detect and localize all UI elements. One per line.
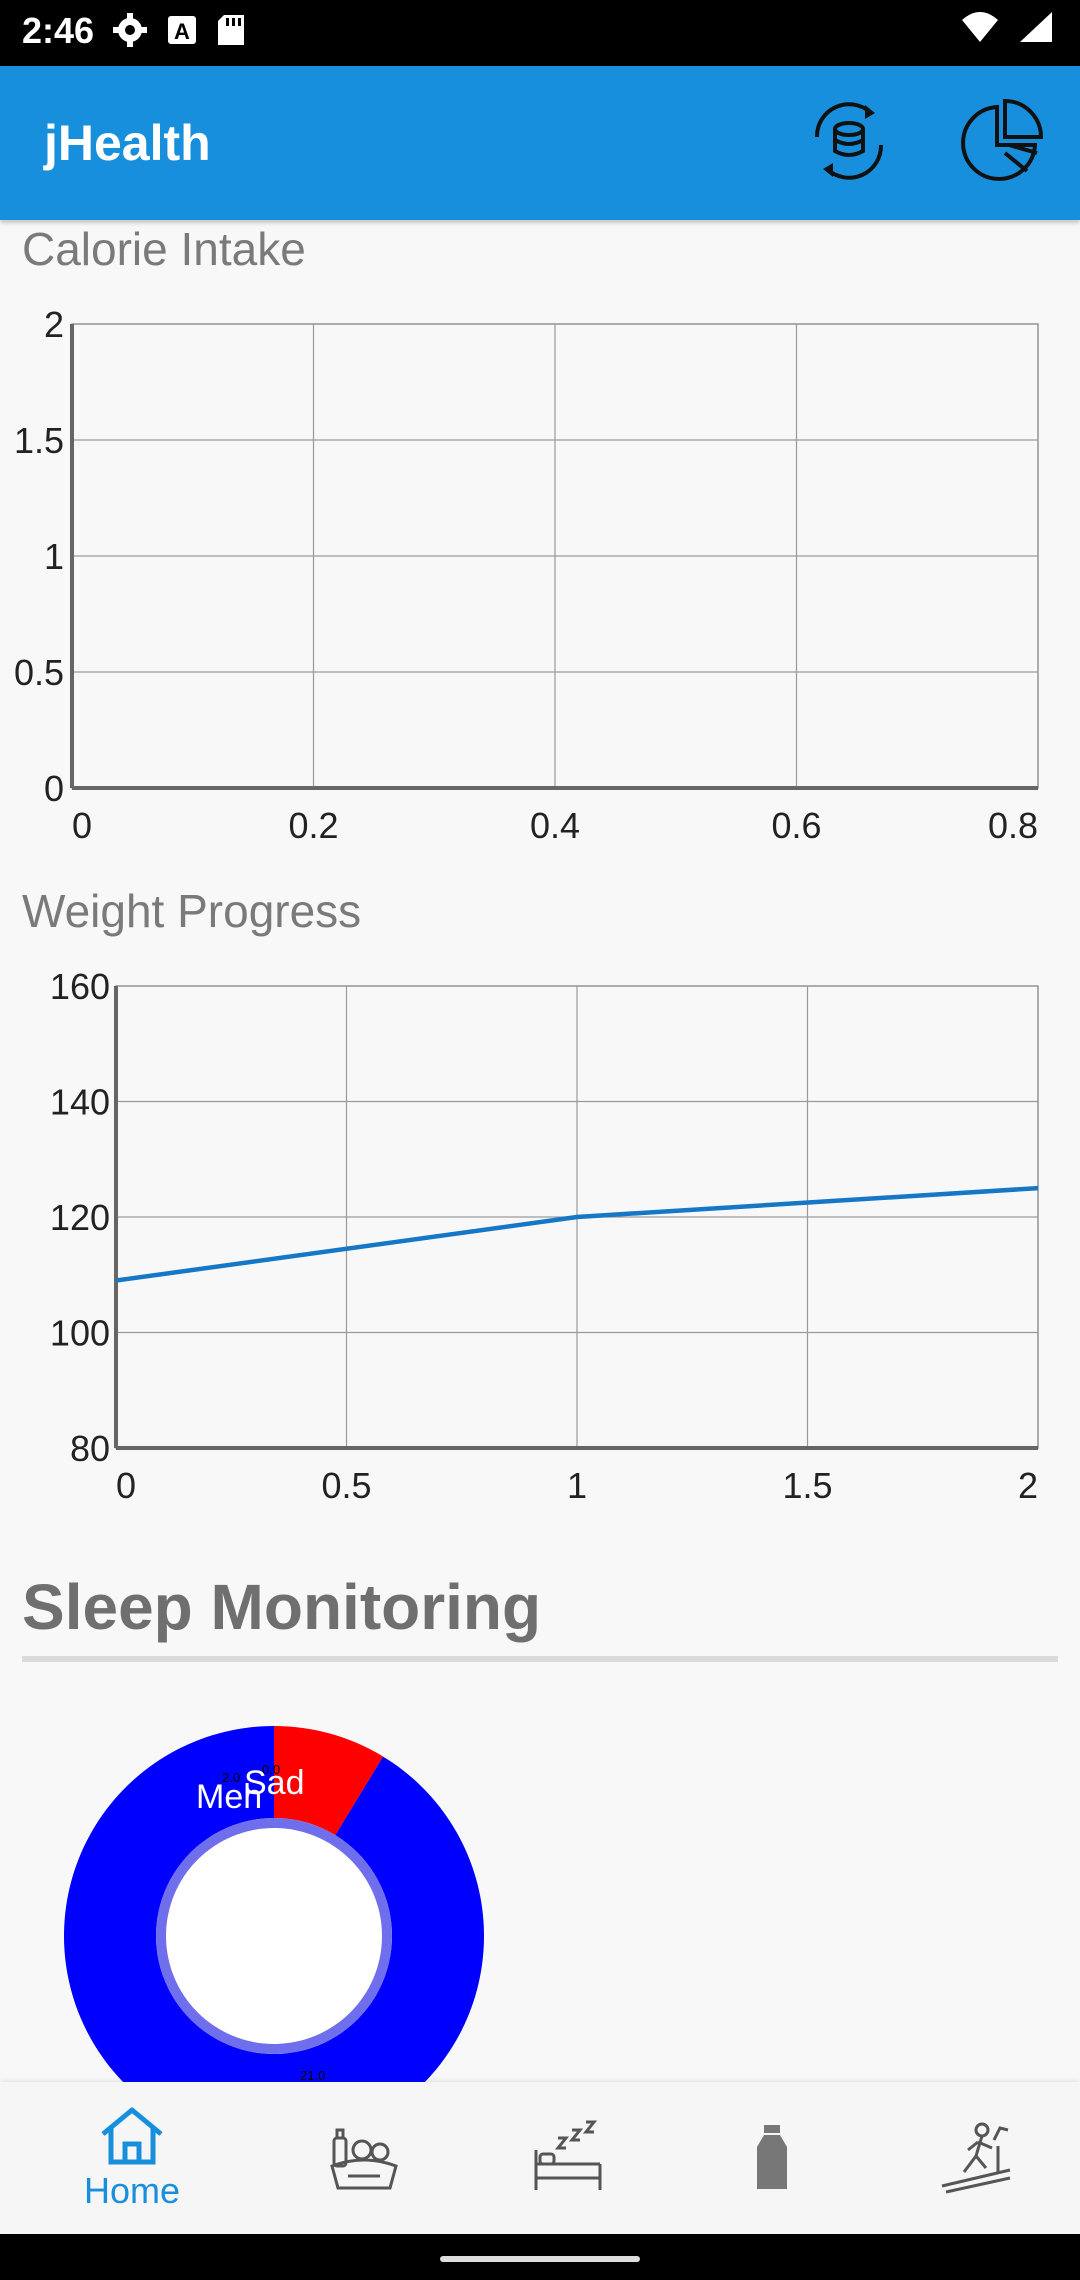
y-tick-label: 120 (50, 1197, 110, 1238)
donut-hole (166, 1828, 382, 2044)
settings-icon (113, 13, 147, 47)
pie-slice (64, 1726, 484, 2082)
x-tick-label: 1 (567, 1465, 587, 1500)
y-tick-label: 100 (50, 1313, 110, 1354)
series-line (115, 1185, 1039, 1283)
signal-icon (1020, 12, 1052, 42)
database-sync-icon (814, 102, 884, 180)
x-tick-label: 0.2 (288, 805, 338, 846)
nav-home[interactable]: Home (32, 2082, 232, 2234)
sleep-monitoring-title: Sleep Monitoring (22, 1571, 542, 1643)
slice-value-label: 0.0 (262, 1762, 280, 1777)
x-tick-label: 0 (116, 1465, 136, 1500)
calorie-intake-chart: 0 0.2 0.4 0.6 0.8 0 0.5 1 1.5 2 (14, 304, 1039, 846)
home-gesture-handle[interactable] (440, 2256, 640, 2262)
x-tick-label: 0.6 (771, 805, 821, 846)
status-time: 2:46 (22, 10, 95, 51)
status-bar: 2:46 A (0, 0, 1080, 66)
x-tick-label: 0 (72, 805, 92, 846)
wifi-icon (962, 12, 998, 42)
slice-label: Sad (244, 1764, 305, 1802)
x-tick-label: 0.4 (530, 805, 580, 846)
system-navigation-bar (0, 2234, 1080, 2280)
nav-water[interactable] (672, 2082, 872, 2234)
pie-slice (274, 1726, 384, 1836)
pie-chart-icon (961, 98, 1044, 181)
weight-progress-chart: 0 0.5 1 1.5 2 80 100 120 140 160 (50, 966, 1039, 1500)
y-tick-label: 2 (44, 304, 64, 345)
slice-value-label: 2.0 (222, 1770, 240, 1785)
y-tick-label: 140 (50, 1082, 110, 1123)
nav-exercise[interactable] (876, 2082, 1076, 2234)
nav-sleep[interactable] (468, 2082, 668, 2234)
app-title: jHealth (44, 115, 211, 171)
sleep-divider (22, 1656, 1058, 1662)
slice-value-label: 21.0 (300, 2068, 325, 2082)
sleep-icon (534, 2120, 602, 2190)
sync-data-button[interactable] (804, 96, 894, 186)
y-tick-label: 80 (70, 1428, 110, 1469)
nav-food[interactable] (264, 2082, 464, 2234)
home-icon (101, 2107, 163, 2165)
x-tick-label: 2 (1018, 1465, 1038, 1500)
slice-label: Meh (196, 1778, 262, 1816)
y-tick-label: 1 (44, 536, 64, 577)
y-tick-label: 160 (50, 966, 110, 1007)
treadmill-icon (941, 2122, 1011, 2194)
x-tick-label: 0.8 (988, 805, 1038, 846)
statistics-button[interactable] (956, 96, 1046, 186)
y-tick-label: 0 (44, 768, 64, 809)
nav-home-label: Home (83, 2170, 181, 2211)
weight-progress-title: Weight Progress (22, 885, 362, 937)
svg-text:A: A (174, 19, 190, 44)
app-bar: jHealth (0, 66, 1080, 220)
x-tick-label: 1.5 (782, 1465, 832, 1500)
food-icon (330, 2128, 398, 2190)
a-icon: A (168, 16, 196, 44)
water-bottle-icon (757, 2125, 787, 2189)
bottom-navigation: Home (0, 2082, 1080, 2234)
y-tick-label: 1.5 (14, 420, 64, 461)
sd-card-icon (218, 15, 244, 45)
x-tick-label: 0.5 (321, 1465, 371, 1500)
y-tick-label: 0.5 (14, 652, 64, 693)
calorie-intake-title: Calorie Intake (22, 223, 306, 275)
